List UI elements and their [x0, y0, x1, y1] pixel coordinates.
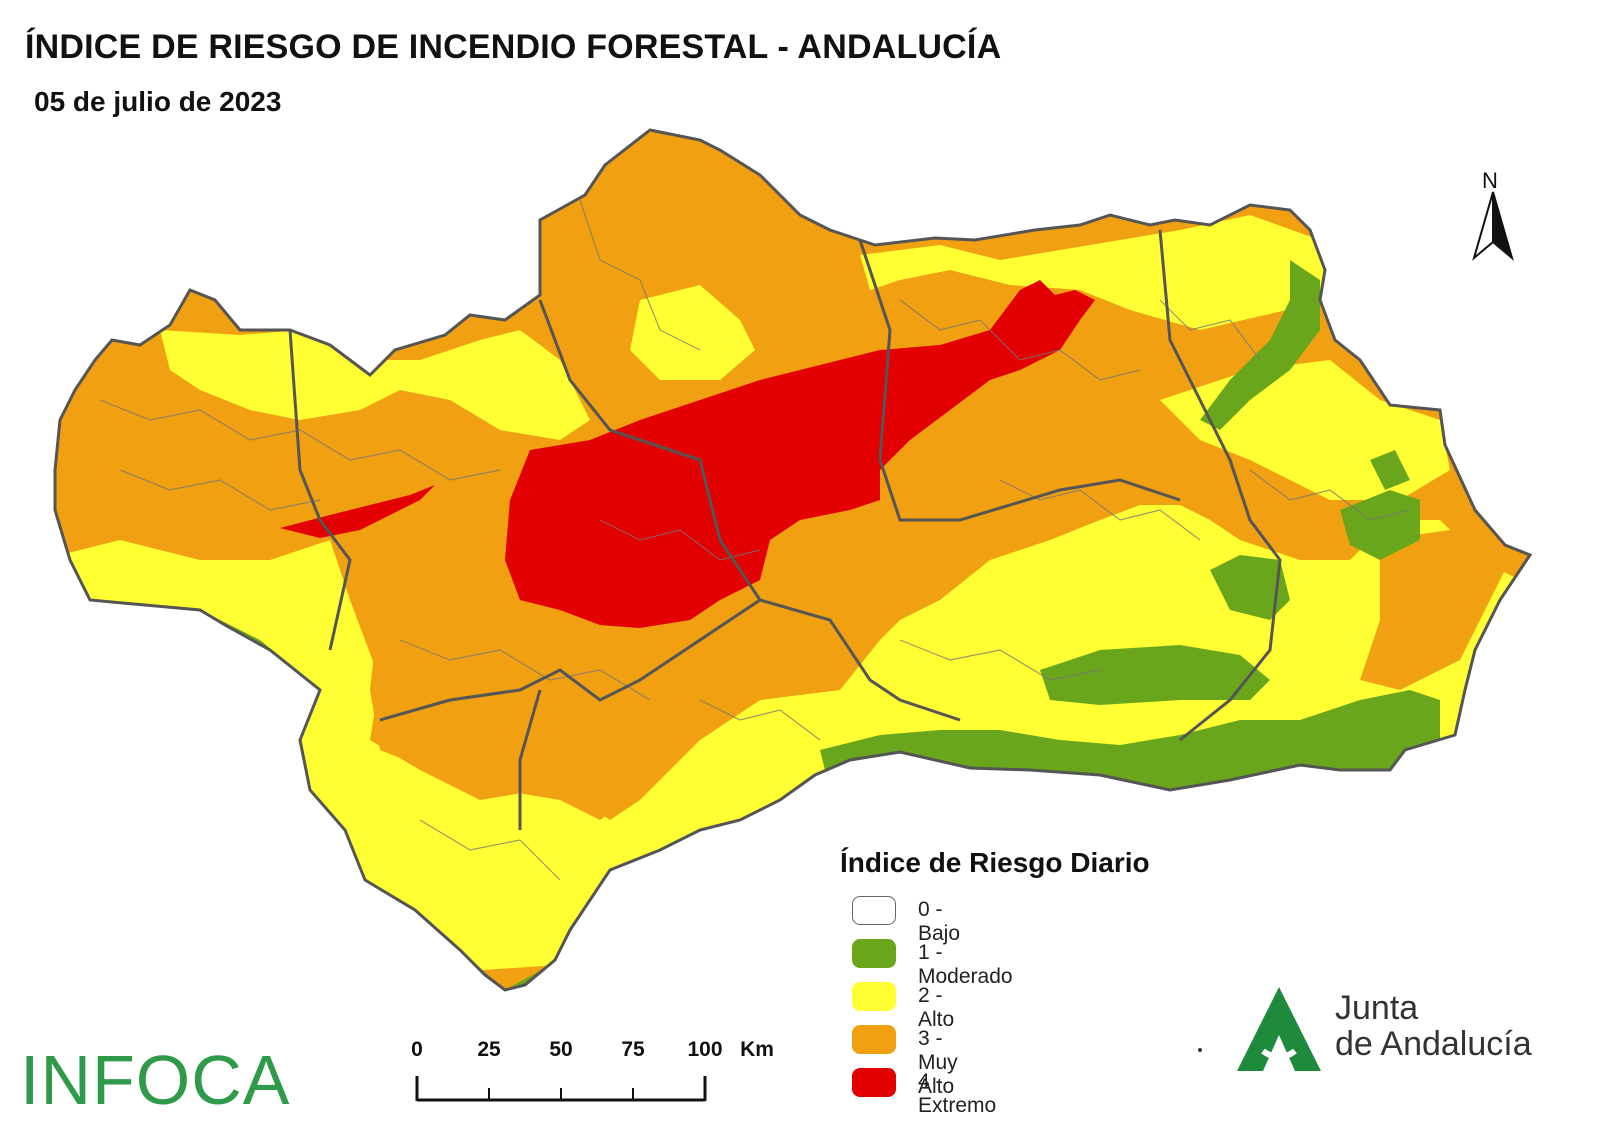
- map-date: 05 de julio de 2023: [34, 86, 282, 117]
- legend-swatch: [852, 1068, 896, 1097]
- legend-swatch: [852, 1025, 896, 1054]
- zone-alto-west-north: [160, 330, 590, 440]
- legend-label: 3 - Muy Alto: [918, 1027, 958, 1098]
- scale-tick-label: 100: [687, 1038, 723, 1061]
- scale-bar: 0 25 50 75 100 Km: [400, 1038, 780, 1108]
- map-title: ÍNDICE DE RIESGO DE INCENDIO FORESTAL - …: [25, 28, 1002, 66]
- scale-tick-label: 0: [411, 1038, 423, 1061]
- north-arrow-icon: [1472, 191, 1514, 261]
- decorative-dot: [1198, 1048, 1202, 1052]
- legend-swatch: [852, 982, 896, 1011]
- legend-swatch: [852, 939, 896, 968]
- zone-extremo-west-strip: [280, 485, 435, 538]
- legend-label: 2 - Alto: [918, 984, 955, 1031]
- zone-alto-north-center: [630, 285, 755, 380]
- zone-moderado-northeast: [1200, 260, 1320, 430]
- zone-muy-alto-south-central: [370, 600, 880, 820]
- infoca-logo: INFOCA: [20, 1041, 291, 1119]
- scale-tick-label: 50: [549, 1038, 573, 1061]
- legend-label: 4 - Extremo: [918, 1070, 997, 1117]
- province-boundaries: [288, 229, 1282, 830]
- zone-extremo-guadalquivir: [505, 280, 1095, 628]
- legend-title: Índice de Riesgo Diario: [840, 847, 1150, 878]
- legend-swatch: [852, 896, 896, 925]
- junta-andalucia-logo-text: Junta de Andalucía: [1335, 990, 1532, 1062]
- legend-label: 1 - Moderado: [918, 941, 1013, 988]
- zone-moderado-sierra-nevada: [1040, 645, 1270, 705]
- scale-bar-line: [415, 1076, 707, 1102]
- legend-label: 0 - Bajo: [918, 898, 961, 945]
- scale-unit-label: Km: [740, 1038, 774, 1061]
- scale-tick-label: 75: [621, 1038, 645, 1061]
- scale-tick-label: 25: [477, 1038, 501, 1061]
- zone-moderado-east-3: [1370, 450, 1410, 490]
- zone-moderado-east-1: [1210, 555, 1290, 620]
- junta-andalucia-logo-icon: [1237, 987, 1321, 1071]
- junta-logo-line1: Junta: [1335, 989, 1419, 1027]
- north-label: N: [1482, 168, 1498, 193]
- zone-moderado-east-2: [1340, 490, 1420, 560]
- junta-logo-line2: de Andalucía: [1335, 1025, 1532, 1063]
- zone-muy-alto-east-coast: [1360, 530, 1510, 690]
- zone-alto-northeast: [860, 215, 1330, 330]
